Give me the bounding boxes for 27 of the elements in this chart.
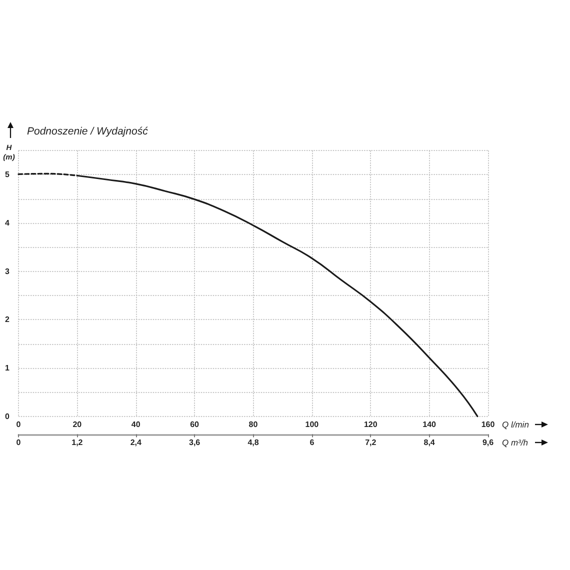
y-tick-label: 3: [5, 266, 10, 276]
x-tick-label: 140: [422, 420, 437, 429]
chart-title: Podnoszenie / Wydajność: [27, 126, 149, 138]
x2-tick-label: 1,2: [72, 438, 84, 447]
x2-tick-label: 9,6: [482, 438, 494, 447]
y-tick-label: 4: [5, 218, 10, 228]
x-tick-label: 100: [305, 420, 320, 429]
x-tick-label: 20: [72, 420, 82, 429]
x2-tick-label: 2,4: [130, 438, 142, 447]
x-tick-label: 40: [131, 420, 141, 429]
x-tick-label: 0: [16, 420, 22, 429]
x-tick-label: 60: [190, 420, 200, 429]
x2-tick-label: 4,8: [248, 438, 260, 447]
x2-tick-label: 7,2: [365, 438, 377, 447]
x2-tick-label: 0: [16, 438, 22, 447]
x-axis-title: Q l/min: [502, 419, 530, 430]
x-tick-label: 160: [481, 420, 496, 429]
x2-axis-title: Q m³/h: [502, 437, 528, 448]
x2-tick-label: 8,4: [424, 438, 436, 447]
x-tick-label: 120: [364, 420, 378, 429]
x-tick-label: 80: [248, 420, 258, 429]
x2-tick-label: 3,6: [189, 438, 201, 447]
y-tick-label: 5: [5, 170, 10, 180]
y-tick-label: 0: [5, 412, 10, 421]
x2-tick-label: 6: [310, 438, 315, 447]
y-tick-label: 2: [5, 315, 10, 324]
y-tick-label: 1: [5, 363, 10, 372]
